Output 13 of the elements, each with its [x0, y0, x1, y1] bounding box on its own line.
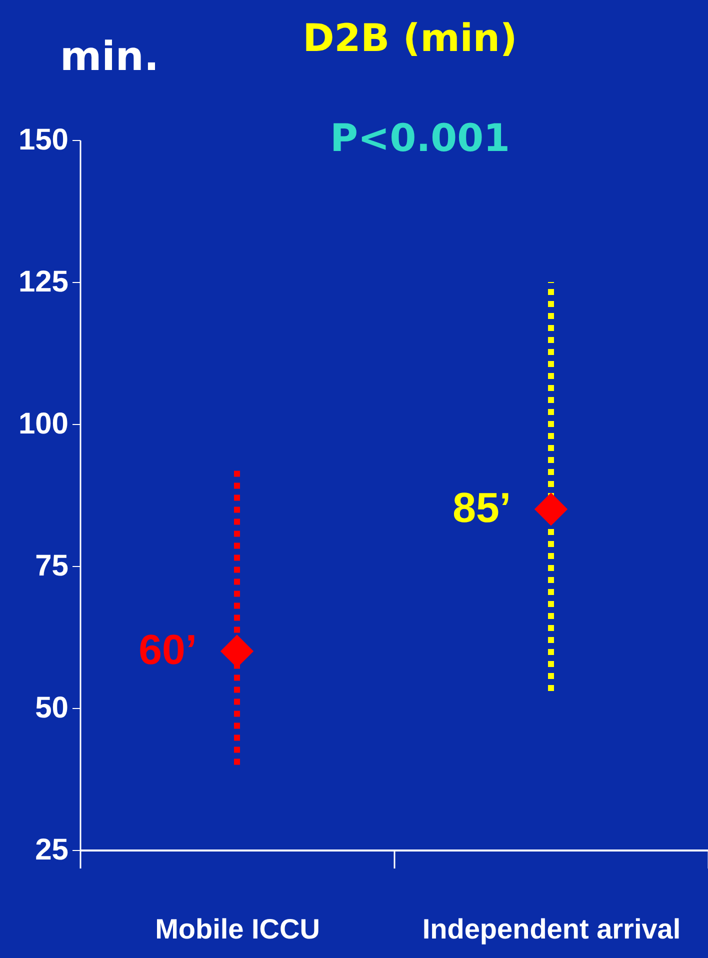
y-tick-label: 125 — [18, 266, 68, 298]
y-tick-label: 50 — [35, 692, 68, 724]
y-tick-label: 25 — [35, 834, 68, 866]
annotation: P<0.001 — [330, 116, 510, 160]
data-label: 60’ — [138, 626, 197, 674]
chart-title: D2B (min) — [302, 16, 518, 60]
y-tick-label: 75 — [35, 550, 68, 582]
data-label: 85’ — [452, 484, 511, 532]
y-tick-label: 150 — [18, 124, 68, 156]
x-tick-label: Independent arrival — [422, 914, 681, 944]
y-axis-title: min. — [60, 34, 160, 80]
x-tick-label: Mobile ICCU — [155, 914, 320, 944]
y-tick-label: 100 — [18, 408, 68, 440]
